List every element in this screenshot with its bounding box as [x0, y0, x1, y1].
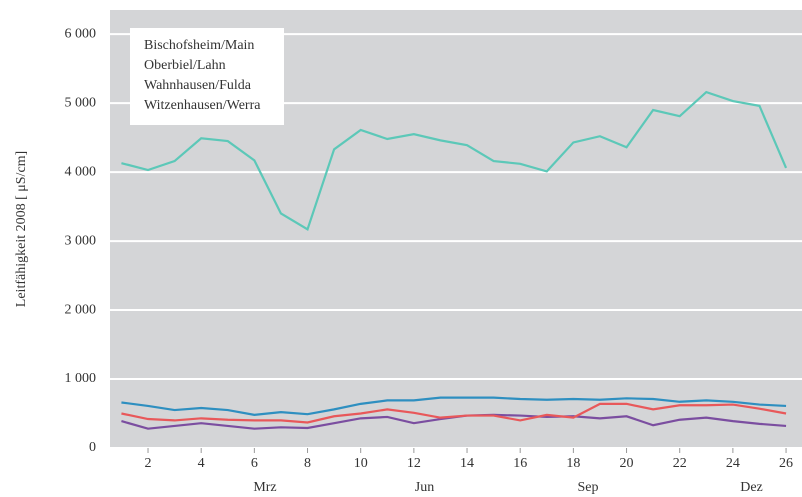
y-axis-label: Leitfähigkeit 2008 [ μS/cm] [14, 151, 29, 307]
x-tick-label: 8 [304, 456, 311, 471]
x-tick-label: 22 [673, 456, 687, 471]
x-tick-label: 10 [354, 456, 368, 471]
series-line [121, 402, 787, 424]
x-tick-label: 4 [198, 456, 205, 471]
legend-label: Oberbiel/Lahn [144, 58, 226, 73]
x-tick-label: 6 [251, 456, 258, 471]
month-label: Sep [577, 480, 598, 495]
series-line [121, 396, 787, 417]
y-tick-label: 6 000 [65, 26, 97, 41]
x-tick-label: 16 [513, 456, 527, 471]
y-tick-label: 4 000 [65, 164, 97, 179]
month-label: Mrz [253, 480, 276, 495]
y-tick-label: 2 000 [65, 302, 97, 317]
x-tick-label: 26 [779, 456, 793, 471]
y-tick-label: 1 000 [65, 371, 97, 386]
y-tick-label: 0 [89, 440, 96, 455]
x-tick-label: 20 [620, 456, 634, 471]
y-tick-label: 5 000 [65, 95, 97, 110]
x-tick-label: 18 [566, 456, 580, 471]
x-tick-label: 14 [460, 456, 474, 471]
x-tick-label: 2 [145, 456, 152, 471]
month-label: Dez [740, 480, 763, 495]
series-line [121, 90, 788, 231]
x-tick-label: 12 [407, 456, 421, 471]
legend-label: Witzenhausen/Werra [144, 98, 261, 113]
legend-box [130, 28, 284, 125]
y-tick-label: 3 000 [65, 233, 97, 248]
legend-label: Bischofsheim/Main [144, 38, 254, 53]
month-label: Jun [415, 480, 434, 495]
x-tick-label: 24 [726, 456, 740, 471]
legend-label: Wahnhausen/Fulda [144, 78, 252, 93]
